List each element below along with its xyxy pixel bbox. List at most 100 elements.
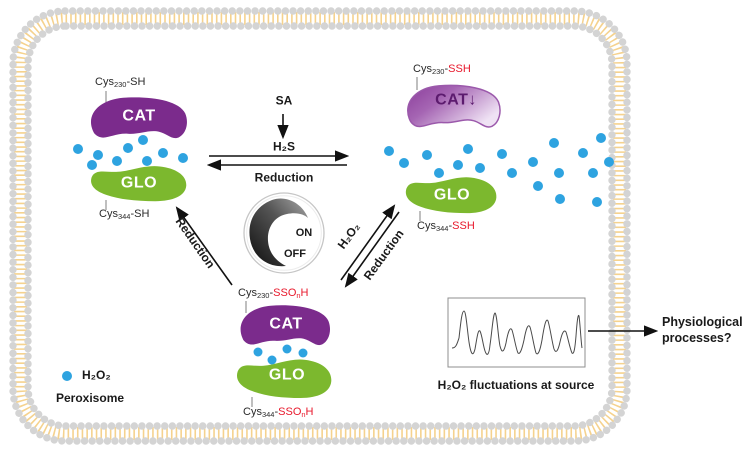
h2o2-dot [549, 138, 559, 148]
outcome-line2: processes? [662, 330, 732, 345]
cys-sep: - [269, 287, 274, 299]
right-diagonal-h2o2-arrow [340, 204, 396, 281]
h2o2-dot [592, 197, 602, 207]
cys-mod-ssonh: SSOnH [278, 406, 313, 418]
glo-label: GLO [268, 366, 306, 384]
cys-base: Cys [417, 220, 436, 232]
down-arrow-icon: ↓ [468, 91, 477, 109]
physiological-processes-label: Physiological processes? [662, 315, 743, 346]
h2o2-dot [93, 150, 103, 160]
h2o2-dot [73, 144, 83, 154]
h2o2-dot [422, 150, 432, 160]
cys344-ssh-label: Cys344-SSH [417, 220, 475, 233]
h2o2-dot [142, 156, 152, 166]
h2o2-dots-left [73, 135, 188, 170]
h2o2-dot [596, 133, 606, 143]
h2s-label: H₂S [272, 139, 296, 154]
cat-inactive-label: CAT↓ [435, 91, 477, 110]
cys-sub: 230 [113, 79, 127, 89]
cat-label: CAT [269, 315, 303, 333]
cys-base: Cys [99, 208, 118, 220]
h2o2-dot [434, 168, 444, 178]
cys-base: Cys [243, 406, 262, 418]
legend-h2o2-dot [62, 371, 72, 381]
h2o2-dot [384, 146, 394, 156]
glo-label: GLO [120, 174, 158, 192]
cys-mod: -SH [126, 76, 146, 88]
h2o2-dot [475, 163, 485, 173]
fluctuation-box-caption: H₂O₂ fluctuations at source [437, 378, 595, 392]
h2o2-fluctuation-box [447, 297, 586, 368]
left-diagonal-reduction-arrow [175, 206, 233, 286]
h2o2-dot [463, 144, 473, 154]
cys-sub: 344 [261, 409, 275, 419]
dial-off-label: OFF [284, 248, 306, 261]
h2o2-dot [178, 153, 188, 163]
right-diagonal-reduction-arrow [344, 211, 400, 288]
cys230-ssonh-label: Cys230-SSOnH [238, 287, 309, 300]
peroxisome-membrane [9, 7, 631, 445]
h2o2-dot [123, 143, 133, 153]
h2o2-dot [497, 149, 507, 159]
on-off-switch-dial [243, 192, 325, 274]
legend-h2o2-label: H₂O₂ [82, 368, 111, 382]
cys344-ssonh-label: Cys344-SSOnH [243, 406, 314, 419]
h2o2-dot [158, 148, 168, 158]
h2o2-dot [282, 344, 292, 354]
cys-base: Cys [413, 63, 432, 75]
cys230-ssh-label: Cys230-SSH [413, 63, 471, 76]
legend-peroxisome-label: Peroxisome [56, 391, 125, 405]
mod-pre: SSO [273, 287, 297, 299]
h2o2-dot [453, 160, 463, 170]
cys-sub: 344 [435, 223, 449, 233]
cys-sub: 230 [431, 66, 445, 76]
cys-mod-ssh: SSH [452, 220, 475, 232]
reduction-horizontal-label: Reduction [254, 170, 314, 185]
h2o2-dot [399, 158, 409, 168]
h2o2-dot [588, 168, 598, 178]
cat-label: CAT [122, 107, 156, 125]
mod-sub: n [296, 290, 301, 300]
h2o2-dot [554, 168, 564, 178]
h2o2-dot [112, 156, 122, 166]
cys-base: Cys [238, 287, 257, 299]
cys-mod: -SH [130, 208, 150, 220]
cys-mod-ssonh: SSOnH [273, 287, 308, 299]
cys-sep: - [274, 406, 279, 418]
h2o2-dot [507, 168, 517, 178]
h2o2-dot [253, 347, 263, 357]
mod-sub: n [301, 409, 306, 419]
cys-base: Cys [95, 76, 114, 88]
mod-pre: SSO [278, 406, 302, 418]
h2o2-dot [528, 157, 538, 167]
glo-label: GLO [433, 186, 471, 204]
cat-text: CAT [435, 91, 469, 109]
cys344-sh-label: Cys344-SH [99, 208, 150, 221]
outcome-line1: Physiological [662, 315, 743, 329]
mod-post: H [305, 406, 314, 418]
h2o2-dots-bottom [253, 344, 308, 365]
h2o2-dot [555, 194, 565, 204]
h2o2-dot [138, 135, 148, 145]
h2o2-dot [533, 181, 543, 191]
h2o2-dot [87, 160, 97, 170]
cys230-sh-label: Cys230-SH [95, 76, 146, 89]
h2o2-dots-right [384, 133, 614, 207]
h2o2-dot [578, 148, 588, 158]
cys-sep: - [444, 63, 449, 75]
fluctuation-trace [451, 310, 583, 355]
h2o2-dot [267, 355, 277, 365]
dial-swirl-icon [249, 198, 308, 267]
h2o2-dot [604, 157, 614, 167]
h2o2-dot [298, 348, 308, 358]
cys-sep: - [448, 220, 453, 232]
cys-mod-ssh: SSH [448, 63, 471, 75]
cys-sub: 344 [117, 211, 131, 221]
sa-label: SA [275, 93, 293, 108]
mod-post: H [300, 287, 309, 299]
dial-on-label: ON [295, 227, 313, 240]
cys-sub: 230 [256, 290, 270, 300]
reaction-arrows [175, 114, 659, 337]
